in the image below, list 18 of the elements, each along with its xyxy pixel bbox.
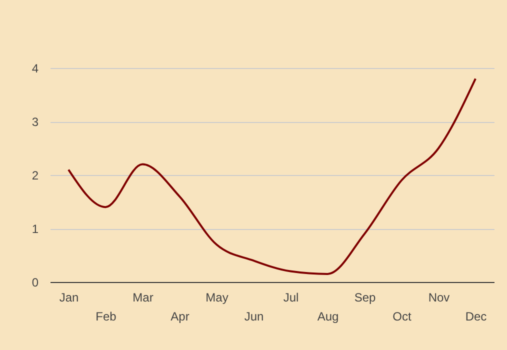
y-tick-label: 0 — [32, 276, 39, 290]
x-tick-label: May — [206, 290, 228, 304]
y-tick-label: 1 — [32, 222, 39, 236]
y-tick-label: 4 — [32, 62, 39, 76]
x-tick-label: Nov — [428, 290, 450, 304]
x-tick-label: Jul — [283, 290, 299, 304]
x-tick-label: Jun — [244, 310, 264, 324]
y-tick-label: 3 — [32, 115, 39, 129]
x-tick-label: Mar — [132, 290, 154, 304]
x-tick-label: Dec — [465, 310, 487, 324]
x-tick-label: Oct — [392, 310, 412, 324]
x-tick-label: Sep — [354, 290, 376, 304]
y-tick-label: 2 — [32, 168, 39, 182]
x-tick-label: Apr — [170, 310, 190, 324]
x-tick-label: Aug — [317, 310, 339, 324]
x-tick-label: Feb — [96, 310, 117, 324]
line-series — [68, 78, 476, 275]
x-tick-label: Jan — [59, 290, 79, 304]
